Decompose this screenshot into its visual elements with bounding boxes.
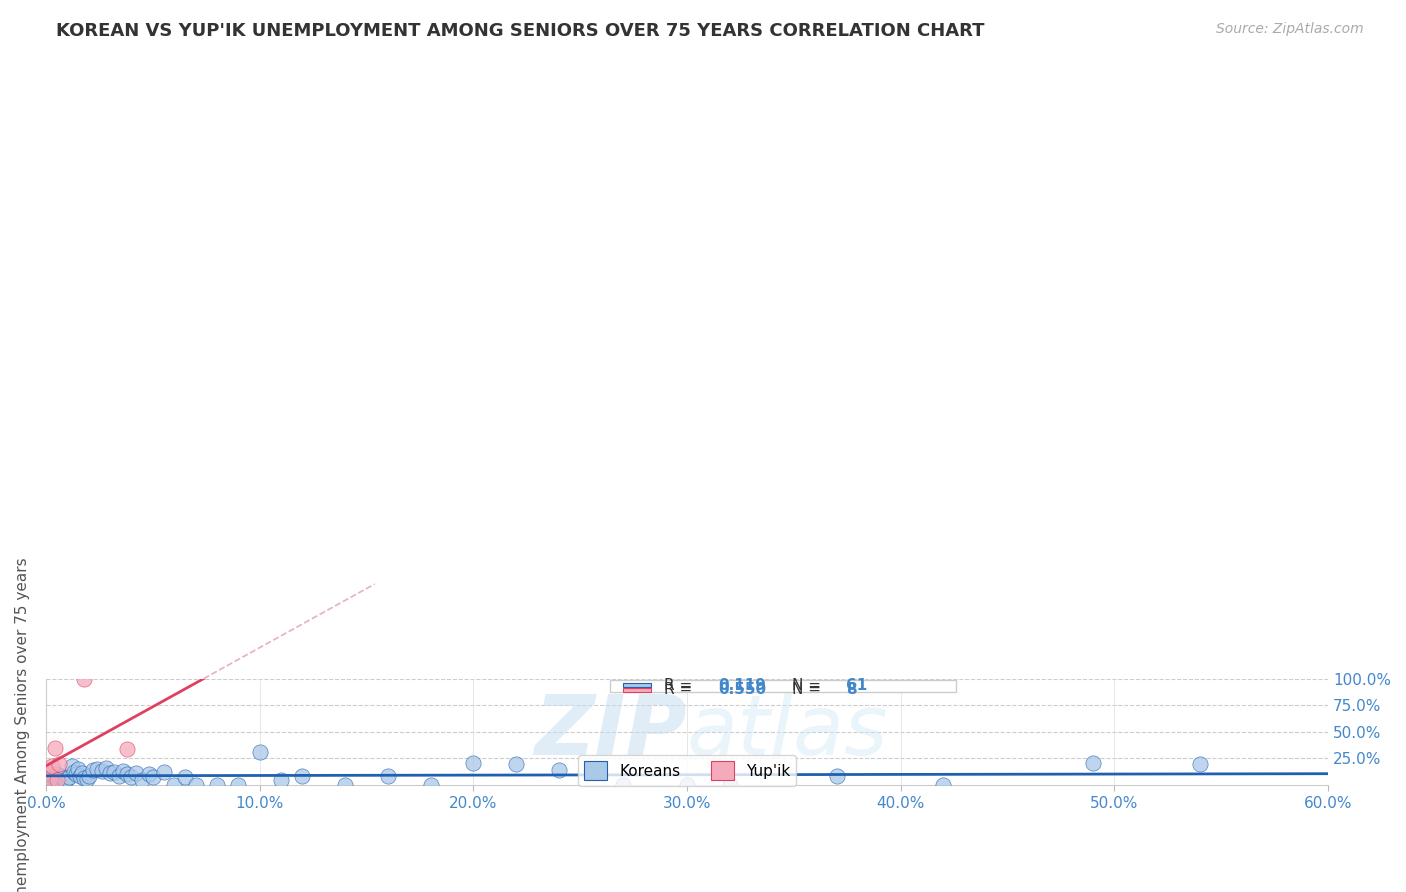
Text: 0.550: 0.550 xyxy=(718,682,766,698)
Point xyxy=(45,767,67,781)
Point xyxy=(65,767,87,781)
Text: N =: N = xyxy=(792,678,827,692)
Point xyxy=(125,766,148,780)
Point xyxy=(72,766,94,780)
Point xyxy=(825,768,848,782)
Text: R =: R = xyxy=(664,678,697,692)
Point xyxy=(73,672,96,686)
Point xyxy=(53,772,76,787)
Text: KOREAN VS YUP'IK UNEMPLOYMENT AMONG SENIORS OVER 75 YEARS CORRELATION CHART: KOREAN VS YUP'IK UNEMPLOYMENT AMONG SENI… xyxy=(56,22,984,40)
Point xyxy=(291,768,314,782)
Text: N =: N = xyxy=(792,682,827,698)
Point xyxy=(48,756,70,771)
Point xyxy=(39,772,62,786)
Bar xyxy=(623,688,651,692)
Point xyxy=(115,767,138,781)
Point xyxy=(76,772,98,786)
Point xyxy=(377,768,399,782)
Point xyxy=(62,765,84,780)
Point xyxy=(44,772,66,787)
Text: R =: R = xyxy=(664,682,697,698)
Point xyxy=(60,759,83,773)
Y-axis label: Unemployment Among Seniors over 75 years: Unemployment Among Seniors over 75 years xyxy=(15,558,30,892)
Point xyxy=(49,768,72,782)
Point xyxy=(419,778,441,792)
Point xyxy=(333,778,356,792)
Point xyxy=(226,778,249,792)
Point xyxy=(173,770,195,784)
Point xyxy=(1188,756,1211,771)
Point xyxy=(463,756,485,770)
Text: 0.119: 0.119 xyxy=(718,678,766,692)
Point xyxy=(39,767,62,781)
Point xyxy=(90,764,112,779)
Point xyxy=(111,764,134,779)
Point xyxy=(138,767,160,781)
Point xyxy=(547,763,569,777)
Point xyxy=(37,770,59,784)
Point xyxy=(58,770,80,784)
Text: ZIP: ZIP xyxy=(534,691,688,772)
Text: 61: 61 xyxy=(846,678,868,692)
Point xyxy=(152,765,174,780)
Point xyxy=(44,770,66,784)
Point xyxy=(66,762,89,776)
Point xyxy=(73,771,96,785)
Point xyxy=(45,772,67,787)
Point xyxy=(184,778,207,792)
Point xyxy=(77,768,100,782)
Point xyxy=(270,772,292,787)
Point xyxy=(107,768,129,782)
Bar xyxy=(623,683,651,687)
Legend: Koreans, Yup'ik: Koreans, Yup'ik xyxy=(578,756,796,786)
Text: 8: 8 xyxy=(846,682,856,698)
Point xyxy=(131,772,153,787)
Point xyxy=(103,765,125,780)
Text: Source: ZipAtlas.com: Source: ZipAtlas.com xyxy=(1216,22,1364,37)
Point xyxy=(45,771,67,785)
Point xyxy=(115,742,138,756)
Point xyxy=(52,771,75,785)
Point xyxy=(48,770,70,784)
Point xyxy=(41,759,63,773)
Point xyxy=(1081,756,1104,770)
Point xyxy=(41,772,63,786)
Point xyxy=(56,772,79,786)
Point xyxy=(249,745,271,759)
Point xyxy=(41,768,63,782)
Point xyxy=(82,763,104,777)
Point xyxy=(120,770,142,784)
Point xyxy=(86,762,108,776)
Point xyxy=(48,772,70,786)
Point xyxy=(98,766,121,780)
Text: atlas: atlas xyxy=(688,691,889,772)
Point xyxy=(69,768,91,782)
Point xyxy=(718,778,741,792)
Point xyxy=(612,778,634,792)
Point xyxy=(163,778,186,792)
Point xyxy=(505,756,527,771)
FancyBboxPatch shape xyxy=(610,681,956,692)
Point xyxy=(37,765,59,780)
Point xyxy=(39,772,62,787)
Point xyxy=(205,778,228,792)
Point xyxy=(94,761,117,775)
Point xyxy=(676,778,699,792)
Point xyxy=(932,778,955,792)
Point xyxy=(44,740,66,755)
Point xyxy=(142,770,165,784)
